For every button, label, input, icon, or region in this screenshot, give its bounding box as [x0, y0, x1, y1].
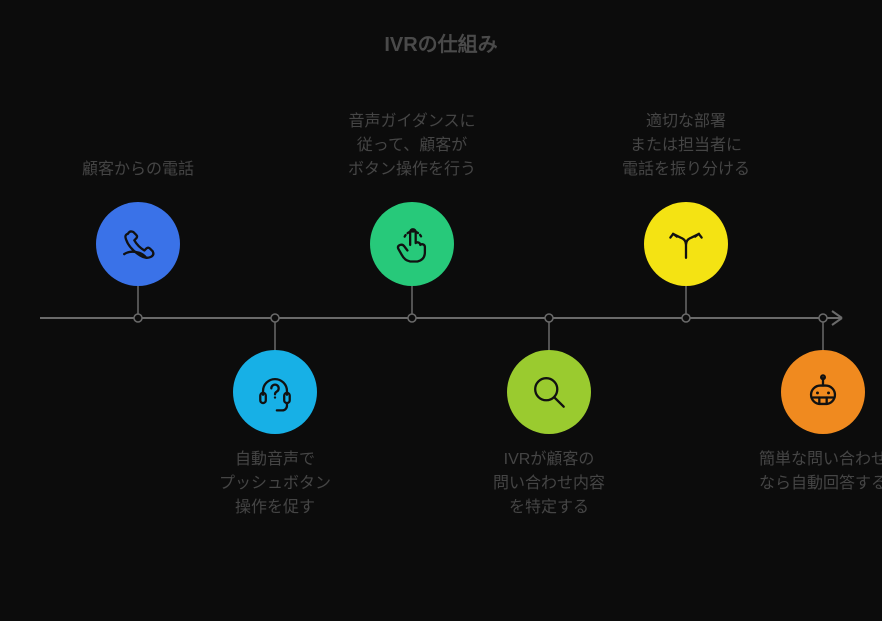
- node-prompt-label: 自動音声で プッシュボタン 操作を促す: [190, 448, 360, 520]
- node-prompt-icon: [233, 350, 317, 434]
- node-auto-label: 簡単な問い合わせ なら自動回答する: [738, 448, 882, 496]
- node-route-label: 適切な部署 または担当者に 電話を振り分ける: [601, 110, 771, 182]
- node-route-icon: [644, 202, 728, 286]
- node-call-icon: [96, 202, 180, 286]
- node-call-label: 顧客からの電話: [53, 158, 223, 182]
- timeline-axis: [0, 0, 882, 621]
- node-auto-icon: [781, 350, 865, 434]
- node-press-icon: [370, 202, 454, 286]
- node-press-label: 音声ガイダンスに 従って、顧客が ボタン操作を行う: [327, 110, 497, 182]
- node-identify-label: IVRが顧客の 問い合わせ内容 を特定する: [464, 448, 634, 520]
- node-identify-icon: [507, 350, 591, 434]
